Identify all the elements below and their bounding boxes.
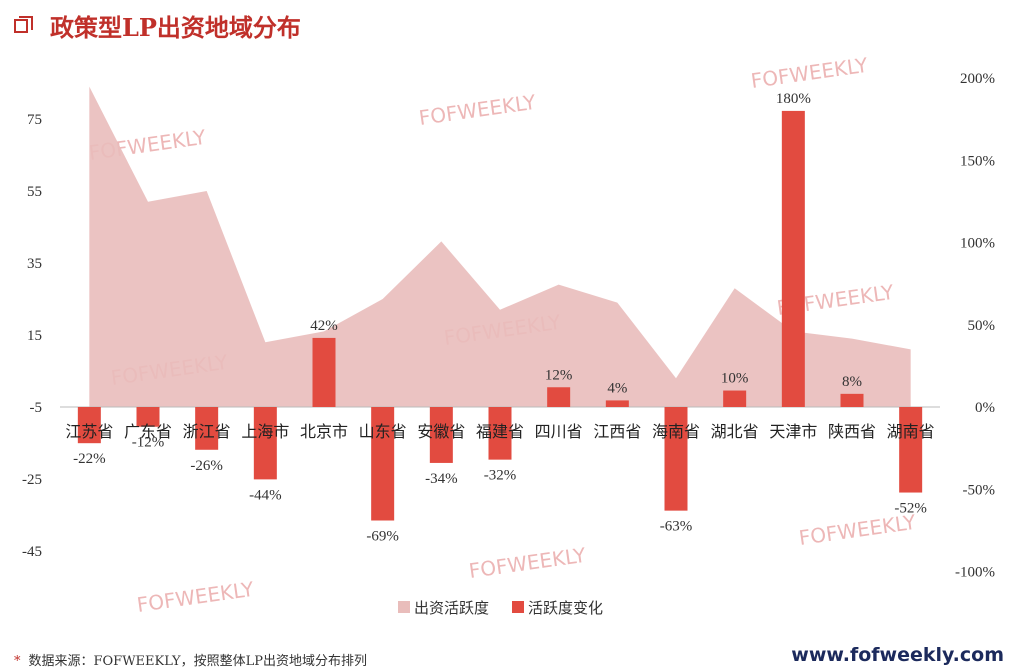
category-label: 四川省 <box>535 422 583 441</box>
category-label: 上海市 <box>241 422 289 441</box>
category-label: 海南省 <box>652 422 700 441</box>
category-label: 广东省 <box>124 422 172 441</box>
right-axis-tick: 150% <box>960 153 995 169</box>
category-label: 山东省 <box>359 422 407 441</box>
bar-change-2 <box>195 407 219 450</box>
title-bullet-icon <box>14 15 33 33</box>
right-axis-tick: 200% <box>960 71 995 87</box>
bar-change-3 <box>253 407 277 480</box>
bar-value-label: -22% <box>73 451 106 467</box>
bar-change-8 <box>547 387 571 407</box>
bar-value-label: -44% <box>249 487 282 503</box>
category-label: 江西省 <box>593 422 641 441</box>
bar-value-label: -69% <box>366 529 399 545</box>
bar-value-label: -32% <box>484 468 517 484</box>
category-label: 北京市 <box>300 422 348 441</box>
footnote-text: 数据来源：FOFWEEKLY，按照整体LP出资地域分布排列 <box>28 654 368 669</box>
category-label: 湖南省 <box>887 422 935 441</box>
category-label: 江苏省 <box>65 422 113 441</box>
watermark-text: FOFWEEKLY <box>135 577 256 617</box>
bar-change-4 <box>312 337 336 407</box>
bar-change-9 <box>605 400 629 407</box>
left-axis-tick: 55 <box>27 184 42 200</box>
title-bar: 政策型LP出资地域分布 <box>14 8 301 43</box>
bar-change-12 <box>781 110 805 408</box>
bar-value-label: 180% <box>776 91 811 107</box>
bar-value-label: 10% <box>721 371 749 387</box>
left-axis-tick: 35 <box>27 256 42 272</box>
category-label: 安徽省 <box>417 422 465 441</box>
legend-swatch-bar <box>512 601 524 613</box>
right-axis-tick: 100% <box>960 236 995 252</box>
bar-value-label: -52% <box>894 501 927 517</box>
site-url[interactable]: www.fofweekly.com <box>791 644 1004 666</box>
bar-value-label: 4% <box>607 380 627 396</box>
left-axis-tick: 75 <box>27 112 42 128</box>
chart: FOFWEEKLYFOFWEEKLYFOFWEEKLYFOFWEEKLYFOFW… <box>22 53 996 617</box>
category-label: 福建省 <box>476 422 524 441</box>
bar-change-11 <box>723 390 747 407</box>
right-axis-tick: 0% <box>975 400 995 416</box>
footnote: * 数据来源：FOFWEEKLY，按照整体LP出资地域分布排列 <box>14 650 367 669</box>
category-label: 浙江省 <box>183 422 231 441</box>
bar-change-1 <box>136 407 160 427</box>
bar-change-7 <box>488 407 512 460</box>
watermark-text: FOFWEEKLY <box>749 53 870 93</box>
left-axis-tick: 15 <box>27 328 42 344</box>
left-axis-tick: -25 <box>22 472 42 488</box>
bar-change-10 <box>664 407 688 511</box>
category-label: 湖北省 <box>711 422 759 441</box>
bar-change-5 <box>371 407 395 521</box>
bar-value-label: 12% <box>545 367 573 383</box>
right-axis-tick: -100% <box>955 565 995 581</box>
bar-change-0 <box>77 407 101 444</box>
left-axis-tick: -45 <box>22 544 42 560</box>
bar-change-14 <box>899 407 923 493</box>
left-axis-tick: -5 <box>30 400 43 416</box>
category-label: 天津市 <box>769 422 817 441</box>
legend-swatch-area <box>398 601 410 613</box>
bar-change-6 <box>429 407 453 463</box>
category-label: 陕西省 <box>828 422 876 441</box>
bar-value-label: -26% <box>190 458 223 474</box>
footnote-mark: * <box>14 654 21 669</box>
page-title: 政策型LP出资地域分布 <box>50 13 301 42</box>
right-axis-tick: 50% <box>968 318 996 334</box>
right-axis-tick: -50% <box>963 482 996 498</box>
bar-change-13 <box>840 393 864 407</box>
legend-label: 出资活跃度 <box>414 599 489 617</box>
bar-value-label: 8% <box>842 374 862 390</box>
bar-value-label: -63% <box>660 519 693 535</box>
watermark-text: FOFWEEKLY <box>417 90 538 130</box>
bar-value-label: -34% <box>425 471 458 487</box>
legend-label: 活跃度变化 <box>528 599 603 617</box>
watermark-text: FOFWEEKLY <box>467 543 588 583</box>
bar-value-label: -12% <box>132 435 165 451</box>
area-series-activity <box>89 86 911 407</box>
bar-value-label: 42% <box>310 318 338 334</box>
